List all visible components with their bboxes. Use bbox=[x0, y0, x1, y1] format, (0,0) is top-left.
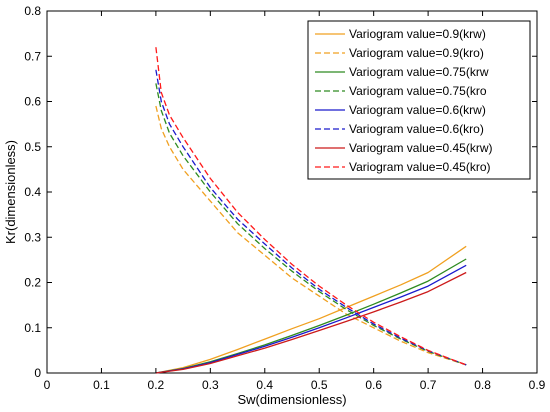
x-tick-label: 0.4 bbox=[256, 378, 273, 392]
x-tick-label: 0.1 bbox=[93, 378, 110, 392]
x-tick-label: 0.9 bbox=[529, 378, 546, 392]
x-tick-label: 0.8 bbox=[474, 378, 491, 392]
y-tick-label: 0.8 bbox=[24, 4, 41, 18]
y-tick-label: 0.3 bbox=[24, 230, 41, 244]
x-tick-label: 0.2 bbox=[148, 378, 165, 392]
y-tick-label: 0.4 bbox=[24, 185, 41, 199]
series-line-5 bbox=[155, 264, 467, 374]
series-line-2 bbox=[155, 105, 467, 366]
x-axis-label: Sw(dimensionless) bbox=[237, 392, 346, 407]
series-layer bbox=[155, 47, 467, 374]
x-tick-label: 0.3 bbox=[202, 378, 219, 392]
legend-label: Variogram value=0.6(krw) bbox=[349, 103, 486, 117]
series-line-6 bbox=[155, 69, 467, 366]
series-line-8 bbox=[155, 47, 467, 366]
legend-label: Variogram value=0.45(kro) bbox=[349, 160, 491, 174]
legend-label: Variogram value=0.9(krw) bbox=[349, 27, 486, 41]
legend-label: Variogram value=0.75(kro bbox=[349, 84, 487, 98]
x-tick-label: 0.7 bbox=[420, 378, 437, 392]
y-tick-label: 0.2 bbox=[24, 276, 41, 290]
legend-items: Variogram value=0.9(krw) Variogram value=… bbox=[315, 27, 493, 174]
legend-box bbox=[307, 20, 531, 180]
x-tick-label: 0 bbox=[44, 378, 51, 392]
y-tick-label: 0 bbox=[34, 366, 41, 380]
legend-label: Variogram value=0.6(kro) bbox=[349, 122, 484, 136]
legend-label: Variogram value=0.9(kro) bbox=[349, 46, 484, 60]
x-tick-label: 0.6 bbox=[365, 378, 382, 392]
series-line-1 bbox=[155, 245, 467, 374]
legend: Variogram value=0.9(krw) Variogram value=… bbox=[307, 20, 531, 180]
legend-label: Variogram value=0.75(krw bbox=[349, 65, 489, 79]
series-line-7 bbox=[155, 271, 467, 374]
legend-label: Variogram value=0.45(krw) bbox=[349, 141, 493, 155]
y-tick-label: 0.6 bbox=[24, 95, 41, 109]
ticks-layer: 0 0.1 0.2 0.3 0.4 0.5 0.6 0.7 0.8 0.9 0 0.1 0.2 0.3 0.… bbox=[24, 4, 545, 392]
y-tick-label: 0.7 bbox=[24, 49, 41, 63]
y-tick-label: 0.5 bbox=[24, 140, 41, 154]
series-line-4 bbox=[155, 83, 467, 366]
x-tick-label: 0.5 bbox=[311, 378, 328, 392]
y-axis-label: Kr(dimensionless) bbox=[3, 140, 18, 244]
y-tick-label: 0.1 bbox=[24, 321, 41, 335]
series-line-3 bbox=[155, 258, 467, 374]
